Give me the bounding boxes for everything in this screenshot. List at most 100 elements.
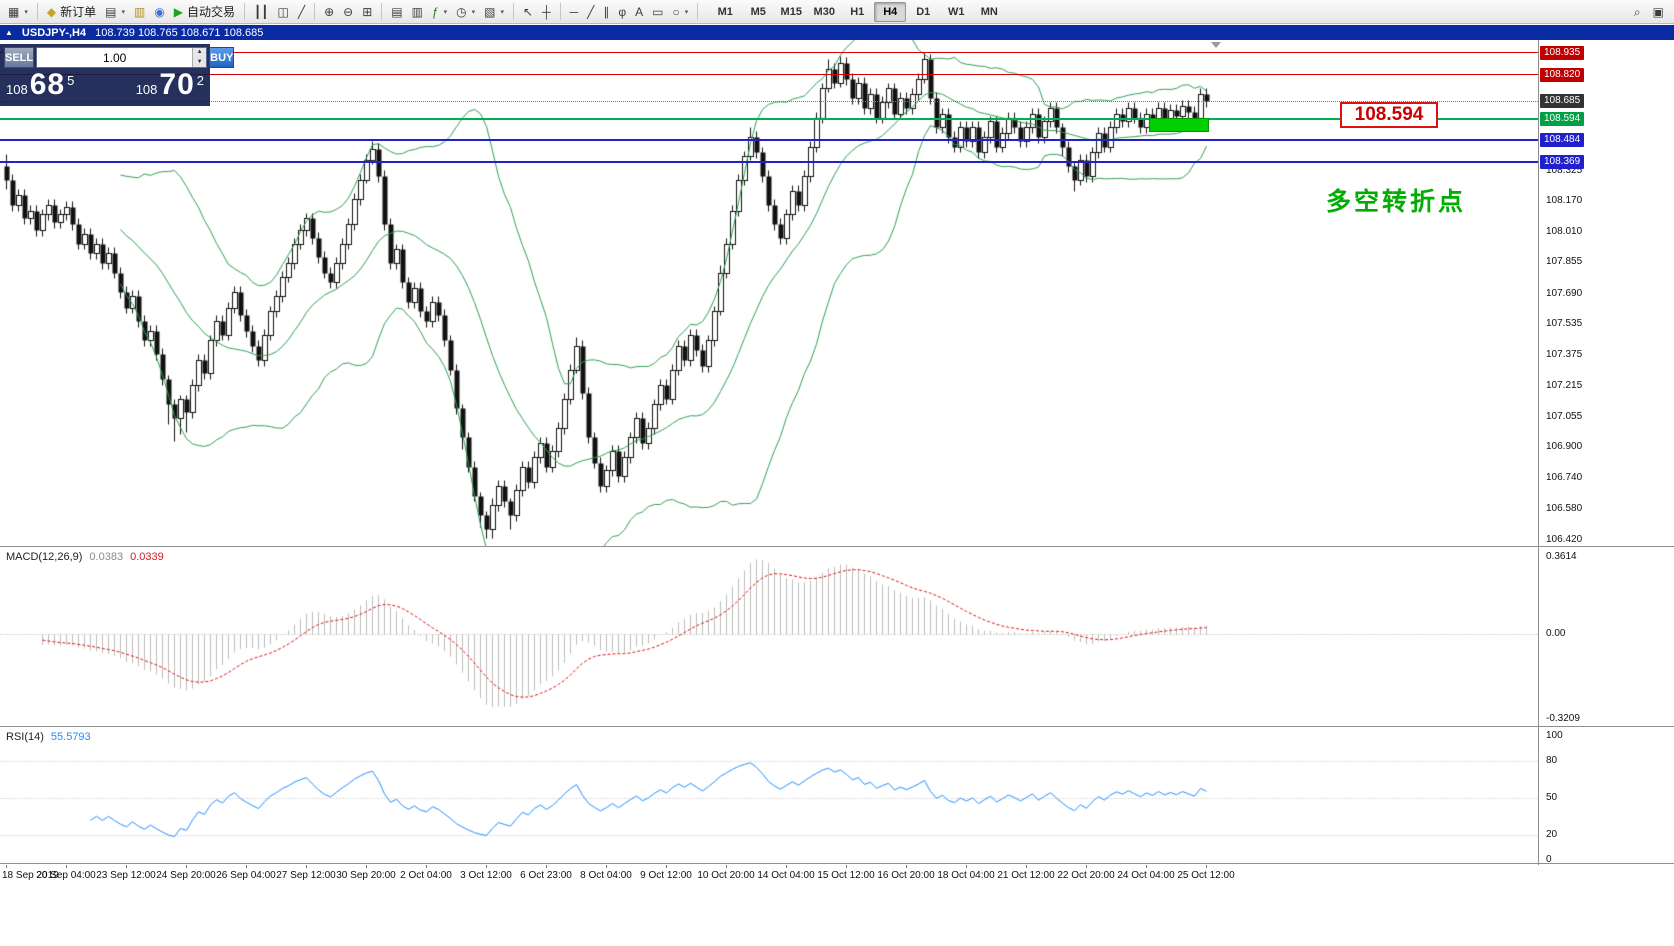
new-chart-button[interactable]: ▦ ▾ bbox=[4, 2, 32, 22]
panel-separator[interactable] bbox=[0, 863, 1674, 864]
label-tool-button[interactable]: ▭ bbox=[648, 2, 667, 22]
bid-price: 108 68 5 bbox=[6, 69, 74, 101]
hline-108.820[interactable] bbox=[0, 74, 1538, 76]
fibonacci-tool-button[interactable]: φ bbox=[614, 2, 630, 22]
bars-mode-button[interactable]: ┃┃ bbox=[250, 2, 272, 22]
collapse-icon[interactable]: ▲ bbox=[5, 28, 13, 37]
time-label: 10 Oct 20:00 bbox=[697, 870, 755, 881]
time-tick bbox=[546, 865, 547, 868]
time-label: 24 Sep 20:00 bbox=[156, 870, 216, 881]
price-axis[interactable] bbox=[1538, 40, 1674, 884]
chart-region: SELL ▲ ▼ BUY 108 68 5 108 70 2 10 bbox=[0, 40, 1674, 884]
hline-tool-button[interactable]: ─ bbox=[566, 2, 583, 22]
tile-windows-button[interactable]: ⊞ bbox=[358, 2, 376, 22]
hline-108.369[interactable] bbox=[0, 161, 1538, 164]
time-tick bbox=[786, 865, 787, 868]
periods-button[interactable]: ◷ ▾ bbox=[452, 2, 479, 22]
candles-mode-button[interactable]: ◫ bbox=[274, 2, 293, 22]
time-tick bbox=[306, 865, 307, 868]
turning-point-note[interactable]: 多空转折点 bbox=[1326, 188, 1467, 216]
chart-title-bar[interactable]: ▲ USDJPY-,H4 108.739 108.765 108.671 108… bbox=[0, 25, 1674, 40]
shapes-tool-button[interactable]: ○ ▾ bbox=[668, 2, 692, 22]
ask-big-digits: 70 bbox=[159, 68, 195, 101]
price-chart-canvas[interactable] bbox=[0, 40, 1538, 546]
timeframe-m15[interactable]: M15 bbox=[780, 5, 802, 18]
zoom-out-icon: ⊖ bbox=[343, 4, 354, 19]
zoom-in-button[interactable]: ⊕ bbox=[320, 2, 338, 22]
text-tool-button[interactable]: A bbox=[631, 2, 647, 22]
buy-button[interactable]: BUY bbox=[209, 47, 235, 68]
time-label: 27 Sep 12:00 bbox=[276, 870, 336, 881]
highlight-zone[interactable] bbox=[1149, 117, 1209, 133]
macd-axis-tick: -0.3209 bbox=[1546, 713, 1580, 724]
time-axis[interactable]: 18 Sep 2019 20 Sep 04:00 23 Sep 12:00 24 Se… bbox=[0, 865, 1674, 884]
periods-icon: ◷ bbox=[456, 4, 467, 19]
timeframe-w1[interactable]: W1 bbox=[948, 5, 965, 18]
volume-up-button[interactable]: ▲ bbox=[193, 48, 207, 58]
time-tick bbox=[366, 865, 367, 868]
timeframe-m1[interactable]: M1 bbox=[717, 5, 733, 18]
new-order-button[interactable]: ◆ 新订单 bbox=[43, 2, 100, 22]
channel-tool-button[interactable]: ∥ bbox=[599, 2, 613, 22]
webinar-button[interactable]: ◉ bbox=[150, 2, 168, 22]
chart-shift-marker[interactable] bbox=[1211, 42, 1221, 48]
shapes-tool-caret-icon: ▾ bbox=[684, 8, 689, 16]
hline-108.594[interactable] bbox=[0, 117, 1538, 120]
price-axis-tick: 106.420 bbox=[1546, 534, 1583, 546]
macd-indicator-canvas[interactable] bbox=[0, 548, 1538, 726]
cursor-button[interactable]: ↖ bbox=[519, 2, 537, 22]
volume-input[interactable] bbox=[37, 48, 193, 67]
timeframe-m30[interactable]: M30 bbox=[813, 5, 835, 18]
hline-108.935[interactable] bbox=[0, 52, 1538, 54]
panel-separator[interactable] bbox=[0, 726, 1674, 727]
price-axis-tick: 107.215 bbox=[1546, 380, 1583, 392]
hline-tool-icon: ─ bbox=[569, 4, 579, 19]
indicators-button[interactable]: ƒ ▾ bbox=[428, 2, 451, 22]
sell-button[interactable]: SELL bbox=[4, 47, 35, 68]
chart-profiles-button[interactable]: ▤ ▾ bbox=[101, 2, 129, 22]
price-callout[interactable]: 108.594 bbox=[1340, 102, 1438, 128]
templates-icon: ▧ bbox=[484, 4, 496, 19]
line-mode-button[interactable]: ╱ bbox=[294, 2, 309, 22]
time-label: 23 Sep 12:00 bbox=[96, 870, 156, 881]
rsi-axis-tick: 50 bbox=[1546, 792, 1558, 803]
arrange-horizontal-button[interactable]: ▤ bbox=[387, 2, 406, 22]
timeframe-d1[interactable]: D1 bbox=[916, 5, 931, 18]
timeframe-h4[interactable]: H4 bbox=[874, 1, 907, 22]
hline-108.484[interactable] bbox=[0, 139, 1538, 142]
hline-price-label: 108.369 bbox=[1540, 155, 1585, 170]
panel-separator[interactable] bbox=[0, 546, 1674, 547]
trendline-tool-icon: ╱ bbox=[587, 4, 595, 19]
time-label: 25 Oct 12:00 bbox=[1177, 870, 1235, 881]
current-price-line bbox=[0, 101, 1538, 103]
arrange-vertical-button[interactable]: ▥ bbox=[408, 2, 427, 22]
time-tick bbox=[1146, 865, 1147, 868]
bid-big-digits: 68 bbox=[29, 68, 66, 101]
time-label: 3 Oct 12:00 bbox=[460, 870, 512, 881]
timeframe-mn[interactable]: MN bbox=[980, 5, 998, 18]
rsi-axis-tick: 80 bbox=[1546, 754, 1558, 766]
rsi-indicator-canvas[interactable] bbox=[0, 728, 1538, 863]
crosshair-button[interactable]: ┼ bbox=[538, 2, 555, 22]
current-price-label: 108.685 bbox=[1540, 94, 1585, 109]
timeframe-m5[interactable]: M5 bbox=[750, 5, 766, 18]
zoom-out-button[interactable]: ⊖ bbox=[339, 2, 357, 22]
trendline-tool-button[interactable]: ╱ bbox=[583, 2, 598, 22]
macd-name: MACD(12,26,9) bbox=[6, 551, 83, 563]
templates-button[interactable]: ▧ ▾ bbox=[480, 2, 508, 22]
data-window-button[interactable]: ▥ bbox=[130, 2, 149, 22]
price-axis-tick: 106.580 bbox=[1546, 503, 1583, 515]
autotrading-button[interactable]: ▶ 自动交易 bbox=[170, 2, 239, 22]
new-chart-icon: ▦ bbox=[8, 4, 20, 19]
tile-windows-icon: ⊞ bbox=[362, 4, 373, 19]
timeframe-h1[interactable]: H1 bbox=[850, 5, 865, 18]
community-button[interactable]: ▣ bbox=[1649, 2, 1668, 22]
volume-down-button[interactable]: ▼ bbox=[193, 57, 207, 67]
price-axis-tick: 108.010 bbox=[1546, 225, 1583, 237]
search-button[interactable]: ⌕ bbox=[1630, 2, 1645, 22]
macd-axis-tick: 0.3614 bbox=[1546, 551, 1577, 562]
price-axis-tick: 106.900 bbox=[1546, 441, 1583, 453]
chart-profiles-caret-icon: ▾ bbox=[121, 8, 125, 16]
time-label: 15 Oct 12:00 bbox=[817, 870, 875, 881]
